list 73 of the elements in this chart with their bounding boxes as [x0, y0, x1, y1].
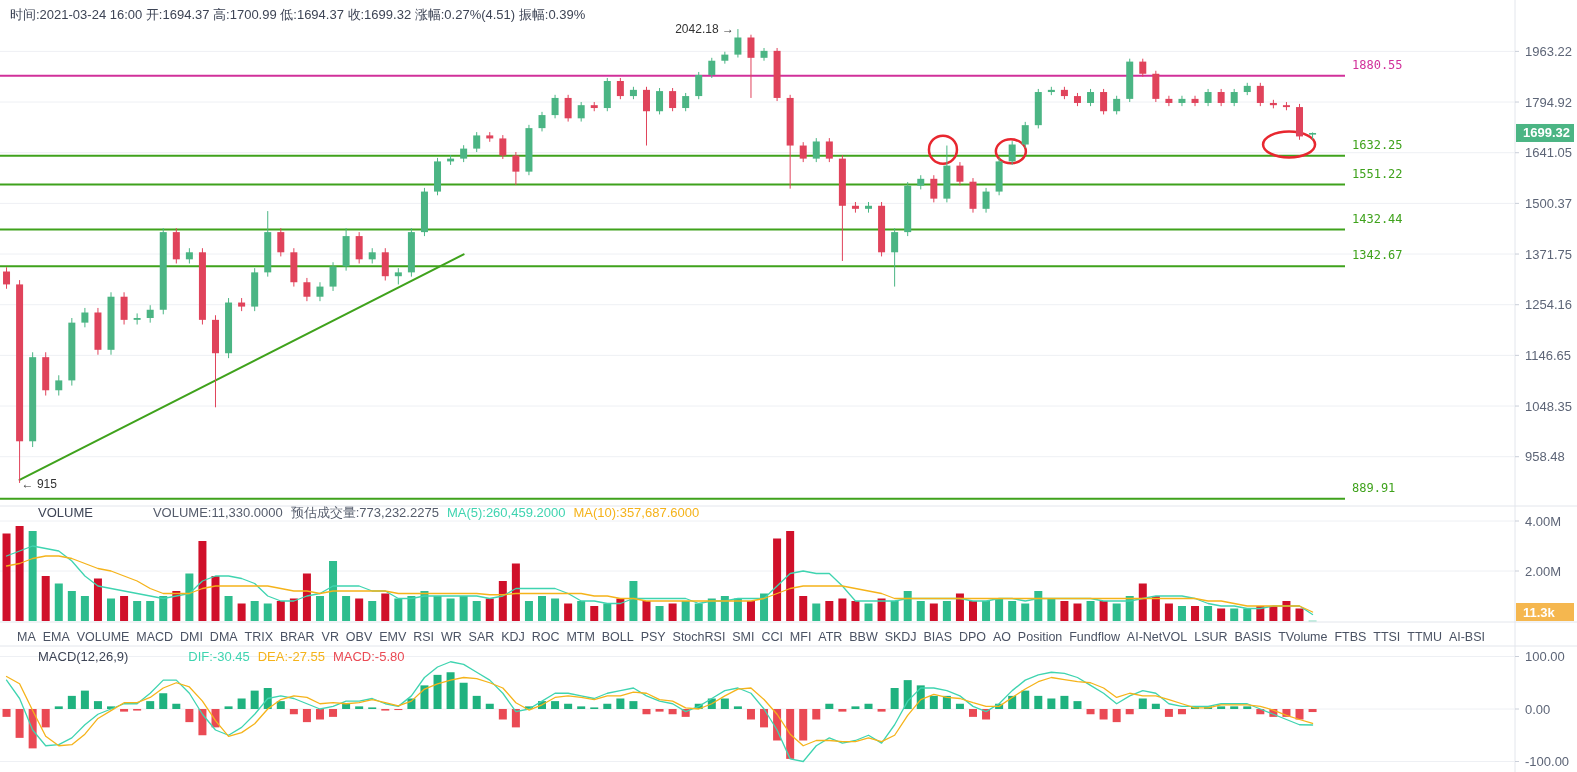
ref-line-label: 1880.55 [1352, 57, 1403, 72]
y-tick-label: 100.00 [1525, 649, 1565, 664]
y-tick-label: 958.48 [1525, 449, 1565, 465]
text: Fundflow [1069, 630, 1121, 644]
text: SAR [468, 630, 495, 644]
text: MFI [789, 630, 812, 644]
text: DPO [958, 630, 987, 644]
y-tick-label: 1254.16 [1525, 297, 1572, 313]
text: MA(5):260,459.2000 [446, 505, 566, 520]
y-tick-label: 0.00 [1525, 701, 1551, 717]
ref-line-label: 1432.44 [1352, 211, 1403, 226]
text: EMV [379, 630, 407, 644]
text: MTM [566, 630, 595, 644]
chart-title: MACD(12,26,9) [38, 649, 129, 664]
text: StochRSI [672, 630, 726, 644]
text: AO [992, 630, 1012, 644]
text: Position [1017, 630, 1063, 644]
text: BRAR [279, 630, 315, 644]
text: ATR [818, 630, 843, 644]
text: TVolume [1278, 630, 1328, 644]
text: KDJ [501, 630, 525, 644]
y-tick-label: 1641.05 [1525, 145, 1572, 161]
text: BASIS [1234, 630, 1272, 644]
y-tick-label: 1794.92 [1525, 94, 1572, 110]
text: DMI [180, 630, 203, 644]
text: BBW [849, 630, 878, 644]
text: 时间:2021-03-24 16:00 开:1694.37 高:1700.99 低:1694.37 收:1699.32 涨幅:0.27%(4.51) 振幅:0.39% [10, 7, 586, 22]
text: SMI [732, 630, 755, 644]
text: WR [440, 630, 462, 644]
text: TRIX [244, 630, 274, 644]
chart-title: VOLUME [38, 505, 94, 520]
text: VR [321, 630, 339, 644]
text: AI-NetVOL [1126, 630, 1188, 644]
y-tick-label: 1371.75 [1525, 246, 1572, 262]
text: EMA [42, 630, 71, 644]
text: DEA:-27.55 [257, 649, 325, 664]
text: ROC [531, 630, 560, 644]
text: BOLL [601, 630, 634, 644]
text: DMA [209, 630, 239, 644]
ref-line-label: 1632.25 [1352, 137, 1403, 152]
text: 11.3k [1523, 604, 1556, 620]
text: MA [17, 630, 37, 644]
text: FTBS [1334, 630, 1367, 644]
ref-line-label: 889.91 [1352, 480, 1396, 495]
y-tick-label: 1048.35 [1525, 398, 1572, 414]
ref-line-label: 1342.67 [1352, 248, 1403, 263]
text: PSY [640, 630, 667, 644]
text: TTMU [1407, 630, 1442, 644]
annotation: 预估成交量:773,232.2275 [290, 505, 439, 520]
text: LSUR [1194, 630, 1228, 644]
text: RSI [413, 630, 434, 644]
y-tick-label: 4.00M [1525, 513, 1562, 529]
text: MACD [136, 630, 174, 644]
text: SKDJ [884, 630, 917, 644]
y-tick-label: 1963.22 [1525, 43, 1572, 59]
y-tick-label: 1500.37 [1525, 195, 1572, 211]
ref-line-label: 1551.22 [1352, 166, 1403, 181]
text: VOLUME:11,330.0000 [152, 505, 283, 520]
text: TTSI [1373, 630, 1401, 644]
text: VOLUME [76, 630, 130, 644]
y-tick-label: 1146.65 [1525, 347, 1572, 363]
text: AI-BSI [1448, 630, 1485, 644]
text: OBV [345, 630, 373, 644]
text: BIAS [923, 630, 952, 644]
text: CCI [761, 630, 783, 644]
y-tick-label: 2.00M [1525, 563, 1562, 579]
text: MA(10):357,687.6000 [573, 505, 700, 520]
series-label: DIF:-30.45 [188, 649, 250, 664]
text: 1699.32 [1523, 125, 1570, 141]
annotation: ← 915 [21, 476, 58, 491]
y-tick-label: -100.00 [1525, 754, 1570, 769]
annotation: 2042.18 → [675, 22, 734, 37]
text: MACD:-5.80 [332, 649, 405, 664]
